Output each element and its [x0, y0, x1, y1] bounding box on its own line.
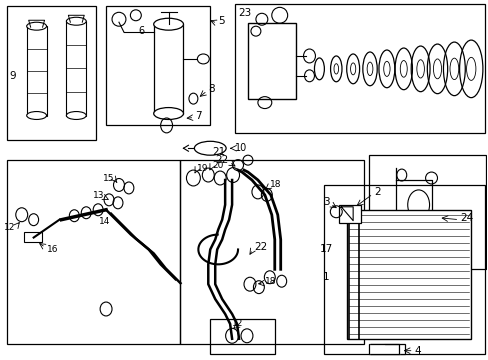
Text: 18: 18 — [269, 180, 281, 189]
Polygon shape — [341, 207, 352, 221]
Text: 5: 5 — [218, 16, 224, 26]
Text: 10: 10 — [235, 143, 247, 153]
Bar — [324, 185, 484, 354]
Bar — [368, 155, 485, 269]
Text: 12: 12 — [232, 319, 243, 328]
Bar — [235, 4, 484, 133]
Bar — [153, 24, 183, 113]
Text: 16: 16 — [46, 245, 58, 254]
Text: 22: 22 — [253, 243, 266, 252]
Ellipse shape — [27, 22, 46, 30]
Bar — [66, 21, 86, 116]
Bar — [339, 205, 360, 223]
Bar — [247, 23, 295, 99]
Bar — [210, 319, 274, 354]
Text: 1: 1 — [322, 272, 328, 282]
Bar — [24, 231, 41, 242]
Ellipse shape — [27, 112, 46, 120]
Text: 2: 2 — [373, 187, 380, 197]
Text: 23: 23 — [238, 8, 251, 18]
Text: 7: 7 — [195, 111, 202, 121]
Ellipse shape — [153, 18, 183, 30]
Text: 9: 9 — [10, 71, 17, 81]
Text: 24: 24 — [459, 213, 472, 223]
Text: 14: 14 — [99, 217, 110, 226]
Text: 6: 6 — [139, 26, 144, 36]
Polygon shape — [370, 344, 398, 354]
Text: 21: 21 — [211, 147, 224, 157]
Text: 22: 22 — [214, 155, 228, 165]
Bar — [7, 160, 180, 344]
Text: 15: 15 — [102, 174, 114, 183]
Bar — [368, 344, 404, 354]
Ellipse shape — [153, 108, 183, 120]
Bar — [106, 6, 210, 125]
Bar — [180, 160, 364, 344]
Bar — [7, 6, 96, 140]
Text: 19: 19 — [197, 163, 208, 172]
Text: 3: 3 — [322, 197, 328, 207]
Text: 4: 4 — [414, 346, 421, 356]
Text: 20: 20 — [212, 161, 223, 170]
Bar — [27, 26, 46, 116]
Bar — [346, 210, 470, 339]
Text: 17: 17 — [319, 244, 332, 255]
Text: 18: 18 — [264, 277, 276, 286]
Ellipse shape — [66, 17, 86, 25]
Text: 8: 8 — [208, 84, 214, 94]
Ellipse shape — [66, 112, 86, 120]
Text: 13: 13 — [92, 192, 104, 201]
Text: 12: 12 — [4, 223, 16, 232]
